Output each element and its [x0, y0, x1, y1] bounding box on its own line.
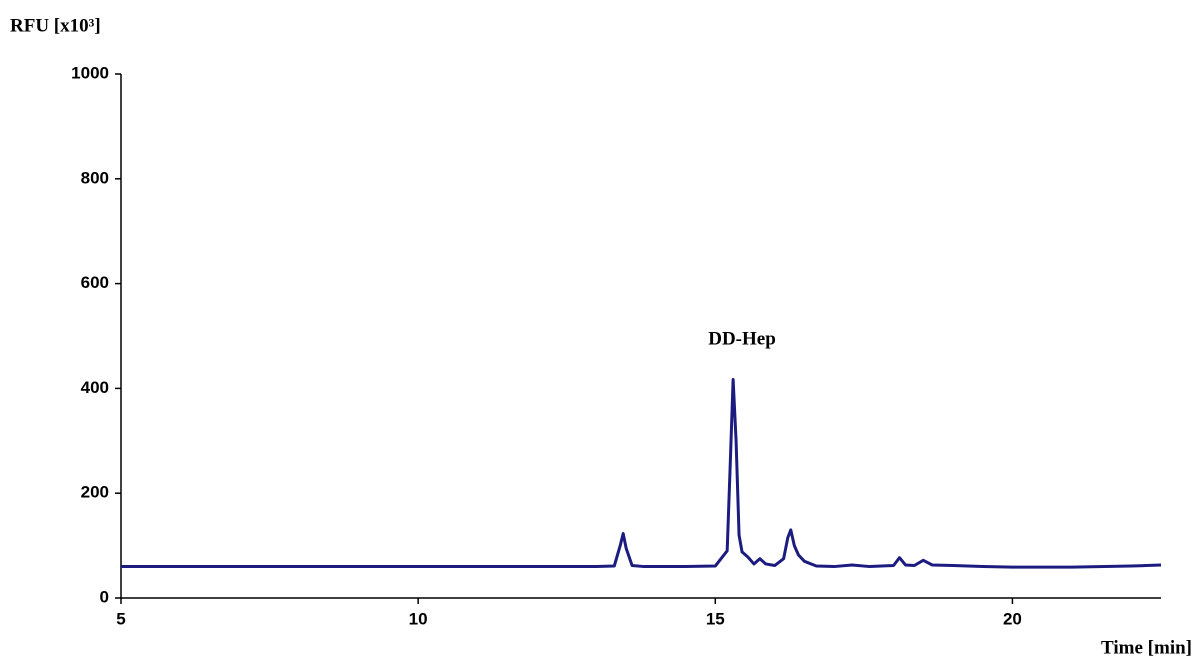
- y-tick-label: 600: [81, 273, 109, 292]
- peak-annotation: DD-Hep: [708, 328, 776, 349]
- y-tick-label: 0: [100, 587, 109, 606]
- y-tick-label: 1000: [71, 63, 109, 82]
- x-tick-label: 20: [1003, 609, 1022, 628]
- y-tick-label: 800: [81, 168, 109, 187]
- x-axis-label: Time [min]: [1101, 637, 1192, 658]
- x-tick-label: 5: [116, 609, 125, 628]
- y-tick-label: 400: [81, 378, 109, 397]
- x-tick-label: 15: [706, 609, 725, 628]
- y-axis-label: RFU [x10³]: [10, 15, 101, 36]
- y-tick-label: 200: [81, 483, 109, 502]
- x-tick-label: 10: [409, 609, 428, 628]
- data-line: [121, 377, 1162, 569]
